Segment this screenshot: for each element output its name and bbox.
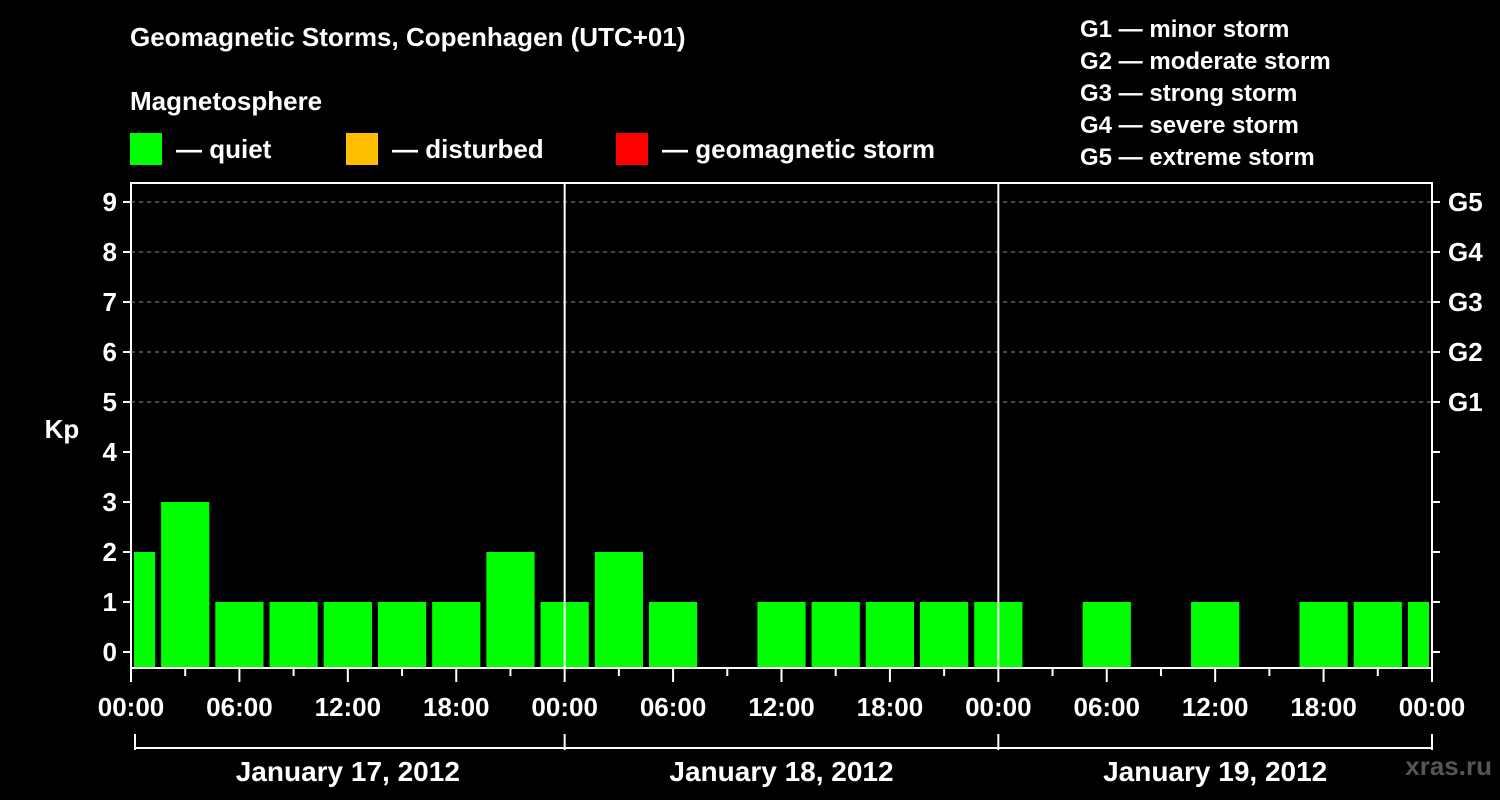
chart-subtitle: Magnetosphere [130,86,323,116]
legend-swatch-quiet [130,133,162,165]
chart-title: Geomagnetic Storms, Copenhagen (UTC+01) [130,22,686,52]
y-tick-label: 1 [103,587,117,617]
y-tick-label: 9 [103,187,117,217]
legend-quiet: — quiet [130,133,271,165]
day-label: January 18, 2012 [669,756,893,787]
kp-bar [865,602,915,667]
x-tick-label: 06:00 [640,692,707,722]
right-axis-label-g5: G5 [1448,187,1483,217]
x-tick-label: 00:00 [531,692,598,722]
x-tick-label: 06:00 [1074,692,1141,722]
plot-frame [130,182,1433,669]
kp-bar [269,602,318,667]
x-tick-label: 18:00 [423,692,490,722]
y-tick-label: 6 [103,337,117,367]
y-tick-label: 4 [103,437,118,467]
y-tick-label: 5 [103,387,117,417]
g-scale-item-g2: G2 — moderate storm [1080,48,1331,75]
legend-label-quiet: — quiet [176,133,272,164]
kp-bar [1191,602,1240,667]
legend-label-storm: — geomagnetic storm [662,133,936,164]
kp-bar [811,602,860,667]
y-tick-label: 8 [103,237,117,267]
y-tick-label: 0 [103,637,117,667]
x-tick-label: 18:00 [857,692,924,722]
kp-bar [215,602,264,667]
day-label: January 17, 2012 [236,756,460,787]
legend-swatch-disturbed [346,133,378,165]
right-axis-label-g3: G3 [1448,287,1483,317]
kp-bar [1407,602,1429,667]
right-axis-label-g4: G4 [1448,237,1483,267]
g-scale-item-g1: G1 — minor storm [1080,16,1290,43]
kp-bar [323,602,372,667]
x-tick-label: 18:00 [1290,692,1357,722]
right-axis-label-g2: G2 [1448,337,1483,367]
kp-bar [161,502,210,667]
x-tick-label: 12:00 [1182,692,1249,722]
g-scale-legend: G1 — minor storm G2 — moderate storm G3 … [1080,14,1331,174]
kp-bar [920,602,969,667]
y-tick-label: 3 [103,487,117,517]
day-label: January 19, 2012 [1103,756,1327,787]
y-axis-label: Kp [45,414,80,444]
watermark: xras.ru [1405,751,1492,781]
kp-bar [432,602,481,667]
legend-disturbed: — disturbed [346,133,544,165]
legend-storm: — geomagnetic storm [616,133,935,165]
x-tick-label: 00:00 [98,692,165,722]
g-scale-item-g3: G3 — strong storm [1080,80,1298,107]
kp-bar [594,552,643,667]
kp-bar [648,602,698,667]
g-scale-item-g5: G5 — extreme storm [1080,144,1315,171]
x-tick-label: 12:00 [315,692,382,722]
g-scale-item-g4: G4 — severe storm [1080,112,1299,139]
x-tick-label: 06:00 [206,692,273,722]
x-tick-label: 12:00 [748,692,815,722]
y-tick-label: 7 [103,287,117,317]
kp-bar [486,552,535,667]
kp-bar [1082,602,1131,667]
right-axis-label-g1: G1 [1448,387,1483,417]
kp-bar [1353,602,1402,667]
kp-bar [134,552,156,667]
kp-bar [757,602,806,667]
kp-bar [377,602,427,667]
legend-swatch-storm [616,133,648,165]
x-tick-label: 00:00 [1399,692,1466,722]
y-tick-label: 2 [103,537,117,567]
x-tick-label: 00:00 [965,692,1032,722]
kp-bar [1299,602,1348,667]
legend-label-disturbed: — disturbed [392,133,544,164]
